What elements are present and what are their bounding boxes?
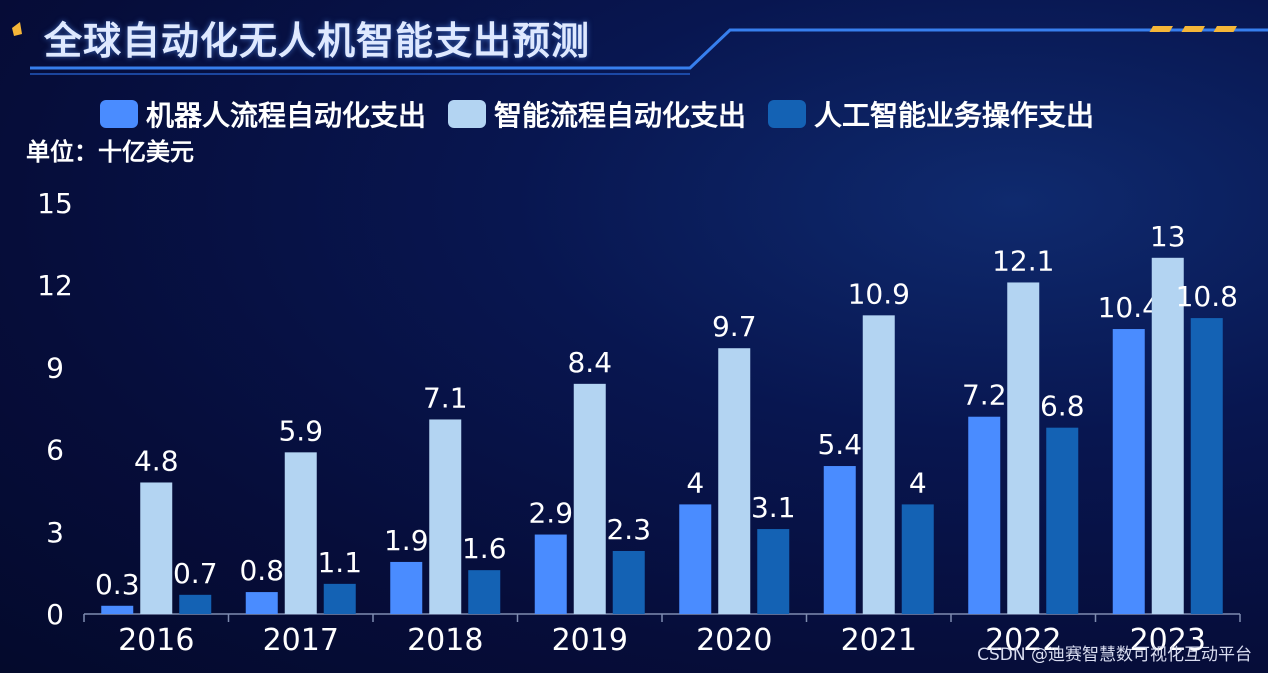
bar	[612, 550, 645, 614]
x-tick-label: 2018	[407, 623, 483, 658]
legend-swatch-aiops	[768, 100, 807, 128]
title-bar: 全球自动化无人机智能支出预测	[0, 0, 1268, 80]
bar	[101, 605, 134, 614]
legend-label-rpa: 机器人流程自动化支出	[146, 99, 427, 132]
data-label: 9.7	[712, 310, 757, 343]
data-label: 13	[1150, 220, 1186, 253]
bar	[390, 561, 423, 614]
x-tick-label: 2023	[1130, 623, 1206, 658]
data-label: 5.9	[278, 414, 323, 447]
bar	[179, 594, 212, 614]
legend-item-ipa[interactable]: 智能流程自动化支出	[448, 94, 746, 134]
data-label: 2.9	[528, 497, 573, 530]
x-tick-label: 2019	[552, 623, 628, 658]
data-label: 0.3	[95, 568, 140, 601]
legend-label-ipa: 智能流程自动化支出	[494, 99, 747, 132]
bar	[284, 452, 317, 614]
y-tick-label: 15	[37, 187, 73, 220]
bar	[757, 529, 790, 614]
data-label: 1.6	[462, 532, 507, 565]
bar	[679, 504, 712, 614]
bar	[968, 416, 1001, 614]
bar	[1112, 329, 1145, 614]
bar	[429, 419, 462, 614]
page-title: 全球自动化无人机智能支出预测	[44, 19, 591, 63]
bar	[468, 570, 501, 614]
legend-item-aiops[interactable]: 人工智能业务操作支出	[768, 94, 1094, 134]
bar	[901, 504, 934, 614]
x-tick-label: 2022	[985, 623, 1061, 658]
data-label: 6.8	[1040, 390, 1085, 423]
data-label: 4	[909, 466, 927, 499]
data-label: 10.4	[1098, 291, 1160, 324]
bar	[573, 383, 606, 614]
bar	[534, 534, 567, 614]
data-label: 8.4	[567, 346, 612, 379]
x-tick-label: 2020	[696, 623, 772, 658]
bar	[1151, 257, 1184, 614]
data-label: 5.4	[817, 428, 862, 461]
y-tick-label: 0	[46, 598, 64, 631]
data-label: 4	[686, 466, 704, 499]
unit-label: 单位：十亿美元	[26, 138, 194, 166]
data-label: 10.8	[1176, 280, 1238, 313]
y-tick-label: 3	[46, 516, 64, 549]
bar	[245, 592, 278, 614]
x-tick-label: 2021	[841, 623, 917, 658]
title-marker-icon	[12, 22, 22, 36]
data-label: 0.7	[173, 557, 218, 590]
data-label: 7.1	[423, 381, 468, 414]
bar	[862, 315, 895, 614]
chart-legend: 机器人流程自动化支出 智能流程自动化支出 人工智能业务操作支出	[100, 94, 1094, 134]
x-tick-label: 2016	[118, 623, 194, 658]
legend-swatch-ipa	[448, 100, 487, 128]
bar	[823, 466, 856, 614]
data-label: 1.9	[384, 524, 429, 557]
data-label: 2.3	[606, 513, 651, 546]
y-tick-label: 6	[46, 434, 64, 467]
y-tick-label: 12	[37, 269, 73, 302]
title-decoration	[12, 22, 1268, 75]
legend-swatch-rpa	[100, 100, 138, 128]
legend-item-rpa[interactable]: 机器人流程自动化支出	[100, 94, 426, 134]
bar	[1190, 318, 1223, 614]
watermark: CSDN @迪赛智慧数可视化互动平台	[977, 645, 1252, 665]
bar	[323, 583, 356, 614]
bar	[140, 482, 173, 614]
legend-label-aiops: 人工智能业务操作支出	[814, 99, 1095, 132]
bar	[718, 348, 751, 614]
data-label: 0.8	[239, 554, 284, 587]
data-label: 12.1	[992, 244, 1054, 277]
bar	[1007, 282, 1040, 614]
y-tick-label: 9	[46, 351, 64, 384]
data-label: 4.8	[134, 444, 179, 477]
data-label: 10.9	[848, 277, 910, 310]
data-label: 3.1	[751, 491, 796, 524]
data-label: 1.1	[317, 546, 362, 579]
bar	[1046, 427, 1079, 614]
data-label: 7.2	[962, 379, 1007, 412]
x-tick-label: 2017	[263, 623, 339, 658]
